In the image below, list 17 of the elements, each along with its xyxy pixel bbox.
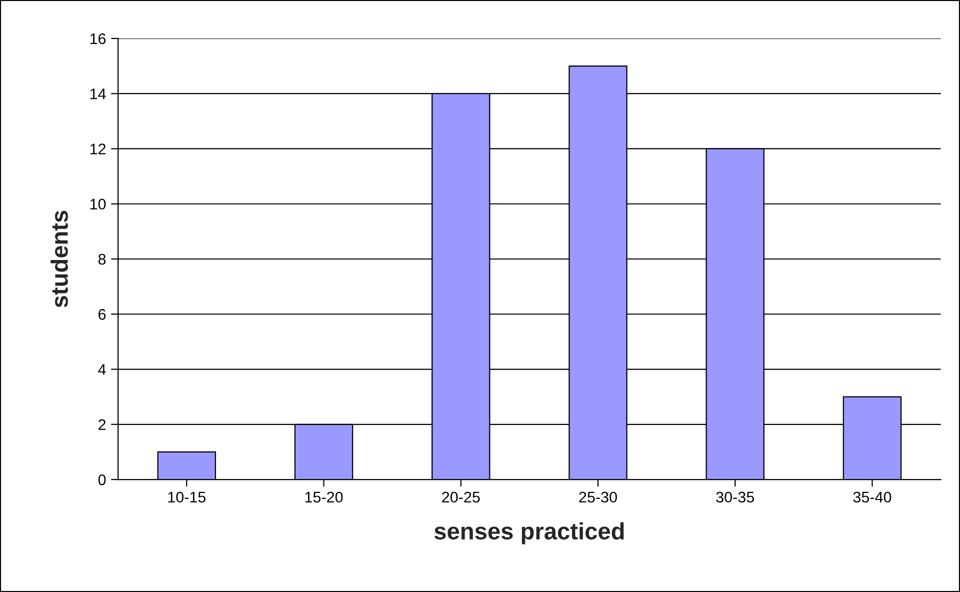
x-axis-title: senses practiced <box>434 522 624 544</box>
y-tick-label: 6 <box>98 309 106 320</box>
x-tick-label: 25-30 <box>579 492 617 503</box>
x-tick-label: 20-25 <box>442 492 480 503</box>
x-tick-label: 35-40 <box>853 492 892 503</box>
y-tick-label: 12 <box>90 144 106 154</box>
y-tick-label: 14 <box>90 88 106 100</box>
x-tick-label: 10-15 <box>168 492 206 503</box>
x-tick-label: 15-20 <box>305 492 343 503</box>
y-axis-title: students <box>50 210 68 308</box>
y-tick-label: 10 <box>90 198 106 210</box>
y-tick-label: 0 <box>98 474 106 486</box>
y-tick-label: 4 <box>98 364 106 375</box>
y-tick-label: 2 <box>98 419 106 430</box>
x-tick-label: 30-35 <box>716 492 754 503</box>
y-tick-label: 8 <box>98 254 106 265</box>
y-tick-label: 16 <box>90 33 106 44</box>
